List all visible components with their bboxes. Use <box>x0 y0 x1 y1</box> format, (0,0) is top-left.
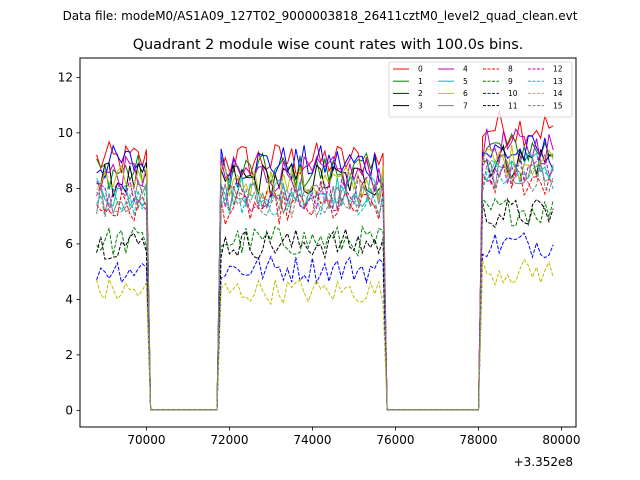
legend-label-0: 0 <box>418 65 423 74</box>
legend-label-10: 10 <box>508 89 518 98</box>
y-tick-label: 4 <box>65 293 73 307</box>
series-line-9 <box>96 197 554 411</box>
x-tick-label: 76000 <box>376 433 414 447</box>
legend-label-13: 13 <box>553 77 563 86</box>
legend-box <box>388 61 573 118</box>
y-tick-label: 6 <box>65 237 73 251</box>
figure-suptitle: Data file: modeM0/AS1A09_127T02_90000038… <box>63 9 578 23</box>
legend-label-12: 12 <box>553 65 563 74</box>
x-tick-label: 80000 <box>542 433 580 447</box>
y-tick-label: 10 <box>58 126 73 140</box>
legend-label-4: 4 <box>463 65 468 74</box>
y-tick-label: 0 <box>65 404 73 418</box>
legend-label-3: 3 <box>418 101 423 110</box>
plot-frame <box>79 57 577 428</box>
legend-label-7: 7 <box>463 101 468 110</box>
legend-label-1: 1 <box>418 77 423 86</box>
series-line-15 <box>96 161 554 411</box>
chart-title: Quadrant 2 module wise count rates with … <box>133 37 524 53</box>
series-layer <box>96 110 554 411</box>
y-tick-label: 12 <box>58 71 73 85</box>
x-offset-label: +3.352e8 <box>514 455 573 469</box>
legend-label-11: 11 <box>508 101 518 110</box>
y-tick-label: 8 <box>65 182 73 196</box>
x-tick-label: 70000 <box>127 433 165 447</box>
x-tick-label: 78000 <box>459 433 497 447</box>
legend-label-6: 6 <box>463 89 468 98</box>
legend-label-9: 9 <box>508 77 513 86</box>
legend-label-5: 5 <box>463 77 468 86</box>
legend-label-8: 8 <box>508 65 513 74</box>
x-tick-label: 74000 <box>293 433 331 447</box>
x-tick-label: 72000 <box>210 433 248 447</box>
legend-label-14: 14 <box>553 89 563 98</box>
legend-label-2: 2 <box>418 89 423 98</box>
y-tick-label: 2 <box>65 348 73 362</box>
legend-label-15: 15 <box>553 101 563 110</box>
